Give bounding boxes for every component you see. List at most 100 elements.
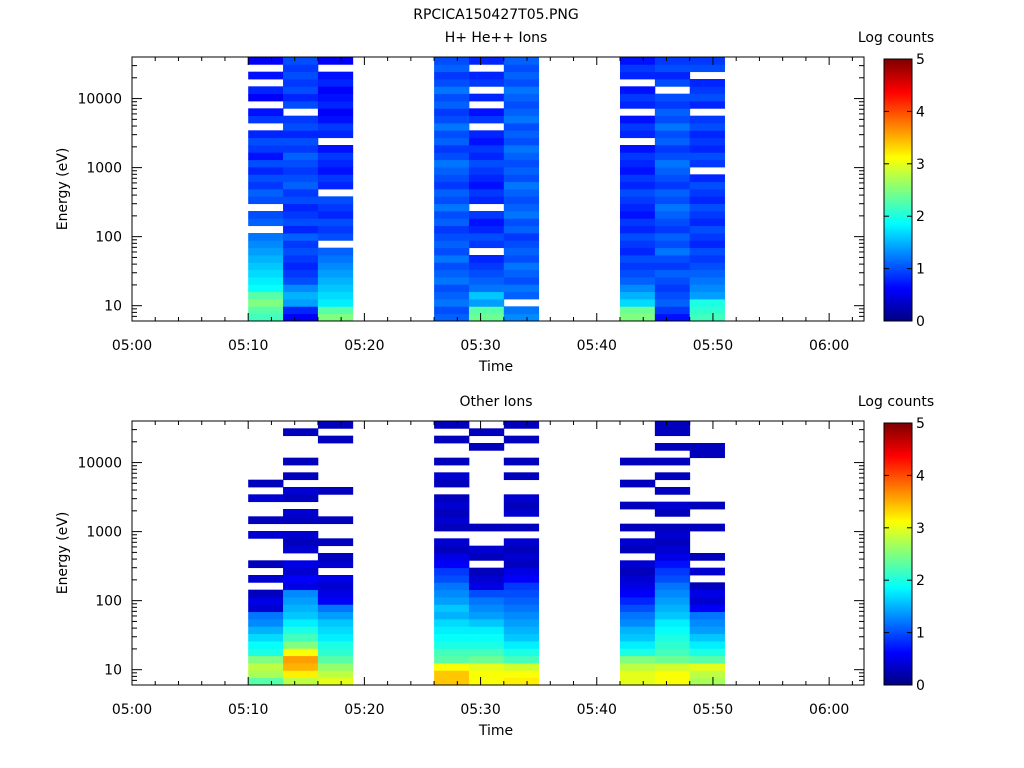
heatmap-cell (434, 247, 470, 256)
heatmap-cell (503, 472, 540, 481)
heatmap-cell (283, 670, 319, 679)
panel-bottom-xlabel: Time (478, 723, 513, 739)
heatmap-cell (689, 523, 725, 532)
heatmap-cell (503, 589, 540, 598)
heatmap-cell (317, 233, 354, 241)
colorbar-swatch (884, 582, 912, 586)
colorbar-swatch (884, 243, 912, 246)
heatmap-cell (468, 211, 505, 219)
heatmap-cell (283, 604, 319, 613)
heatmap-cell (434, 677, 470, 686)
x-tick-label: 05:10 (228, 338, 268, 354)
heatmap-cell (620, 262, 656, 271)
colorbar-swatch (884, 65, 912, 68)
heatmap-cell (283, 428, 319, 437)
colorbar-swatch (884, 112, 912, 115)
colorbar-swatch (884, 498, 912, 502)
heatmap-cell (317, 538, 354, 547)
colorbar-swatch (884, 427, 912, 430)
colorbar-swatch (884, 617, 912, 620)
colorbar-swatch (884, 302, 912, 306)
colorbar-swatch (884, 175, 912, 179)
heatmap-cell (689, 299, 725, 307)
heatmap-cell (434, 472, 470, 481)
heatmap-cell (434, 174, 470, 183)
colorbar-swatch (884, 465, 912, 469)
heatmap-cell (283, 582, 319, 591)
heatmap-cell (654, 137, 691, 146)
colorbar-swatch (884, 461, 912, 465)
colorbar-swatch (884, 584, 912, 588)
colorbar-frame (883, 58, 913, 322)
panel-bottom-colorbar: 0 1 2 3 4 5 (883, 416, 925, 694)
heatmap-cell (689, 443, 725, 451)
x-tick-label: 05:40 (577, 702, 617, 718)
heatmap-cell (317, 203, 354, 212)
heatmap-cell (468, 115, 505, 124)
colorbar-swatch (884, 85, 912, 89)
heatmap-cell (503, 240, 540, 249)
heatmap-cell (283, 472, 319, 481)
heatmap-cell (654, 299, 691, 307)
colorbar-swatch (884, 69, 912, 72)
heatmap-cell (317, 145, 354, 153)
heatmap-cell (468, 611, 505, 620)
heatmap-cell (503, 538, 540, 547)
x-tick-label: 05:00 (112, 338, 152, 354)
colorbar-swatch (884, 226, 912, 230)
heatmap-cell (654, 152, 691, 161)
colorbar-swatch (884, 504, 912, 508)
heatmap-cell (620, 284, 656, 293)
heatmap-cell (620, 648, 656, 657)
heatmap-cell (283, 494, 319, 503)
heatmap-cell (317, 247, 354, 256)
heatmap-cell (434, 189, 470, 197)
colorbar-swatch (884, 521, 912, 524)
colorbar-swatch (884, 308, 912, 312)
heatmap-cell (468, 240, 505, 249)
heatmap-cell (620, 538, 656, 547)
heatmap-cell (283, 306, 319, 315)
panel-bottom-colorbar-label: Log counts (858, 394, 934, 410)
colorbar-swatch (884, 214, 912, 218)
heatmap-cell (620, 174, 656, 183)
heatmap-cell (503, 255, 540, 263)
heatmap-cell (434, 553, 470, 561)
heatmap-cell (434, 633, 470, 642)
heatmap-cell (317, 284, 354, 293)
colorbar-swatch (884, 537, 912, 541)
colorbar-swatch (884, 144, 912, 148)
heatmap-cell (654, 64, 691, 73)
heatmap-cell (317, 196, 354, 205)
heatmap-cell (503, 262, 540, 271)
colorbar-swatch (884, 642, 912, 645)
heatmap-cell (503, 435, 540, 444)
heatmap-cell (317, 655, 354, 664)
colorbar-swatch (884, 513, 912, 516)
heatmap-cell (283, 509, 319, 517)
colorbar-swatch (884, 122, 912, 125)
colorbar-swatch (884, 296, 912, 299)
colorbar-tick-label: 5 (916, 52, 925, 68)
colorbar-swatch (884, 75, 912, 78)
colorbar-swatch (884, 490, 912, 494)
heatmap-cell (434, 435, 470, 444)
colorbar-swatch (884, 666, 912, 670)
heatmap-cell (434, 211, 470, 219)
colorbar-swatch (884, 468, 912, 471)
heatmap-cell (248, 145, 284, 153)
heatmap-cell (620, 313, 656, 322)
heatmap-cell (620, 211, 656, 219)
heatmap-cell (434, 670, 470, 679)
heatmap-cell (468, 189, 505, 197)
heatmap-cell (654, 196, 691, 205)
heatmap-cell (317, 115, 354, 124)
heatmap-cell (468, 677, 505, 686)
heatmap-cell (503, 115, 540, 124)
colorbar-swatch (884, 271, 912, 275)
colorbar-swatch (884, 674, 912, 678)
colorbar-swatch (884, 453, 912, 457)
heatmap-cell (283, 560, 319, 569)
colorbar-tick-label: 3 (916, 157, 925, 173)
heatmap-cell (468, 655, 505, 664)
